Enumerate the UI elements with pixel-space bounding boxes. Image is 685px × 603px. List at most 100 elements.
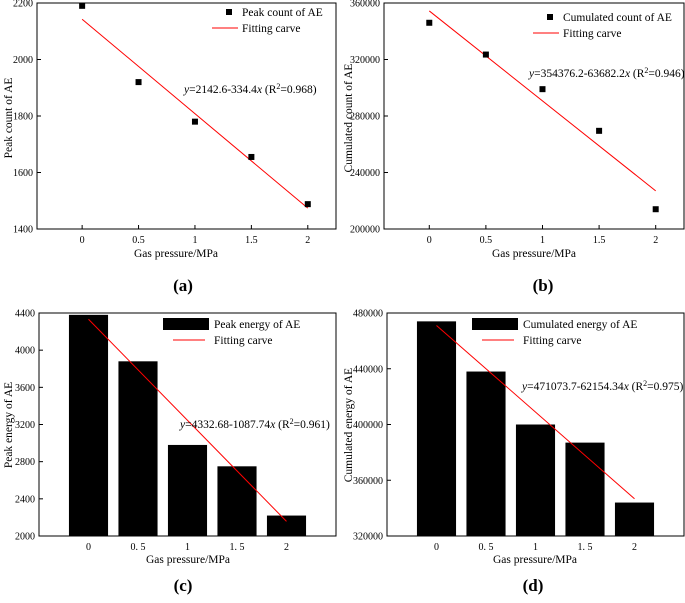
legend-marker <box>226 9 232 15</box>
x-tick-label: 0.5 <box>132 235 145 246</box>
x-tick-label: 2 <box>632 542 637 553</box>
x-tick-label: 1 <box>533 542 538 553</box>
y-tick-label: 280000 <box>350 112 380 123</box>
bar-1 <box>167 444 208 536</box>
y-tick-label: 4000 <box>15 346 35 357</box>
fit-line <box>81 18 309 209</box>
panel-label: (a) <box>173 276 193 295</box>
x-tick-label: 0. 5 <box>131 542 146 553</box>
legend-series-label: Cumulated count of AE <box>563 12 672 24</box>
panel-label: (d) <box>523 576 544 595</box>
x-axis-label: Gas pressure/MPa <box>146 554 230 566</box>
bar-1.5 <box>565 442 605 536</box>
data-point-2 <box>304 201 311 208</box>
chart-panel-1: 1400 1600 1800 2000 2200 0 0.5 1 1.5 2 Gas pressur… <box>3 0 337 295</box>
x-tick-label: 2 <box>284 542 289 553</box>
x-tick-label: 2 <box>305 235 310 246</box>
fit-line <box>428 10 657 192</box>
x-tick-label: 0 <box>434 542 439 553</box>
legend-fit-label: Fitting carve <box>523 335 581 347</box>
x-tick-label: 1. 5 <box>578 542 593 553</box>
data-point-0 <box>79 2 86 9</box>
y-tick-label: 320000 <box>353 532 383 543</box>
legend-bar-swatch <box>472 318 518 330</box>
x-tick-label: 0 <box>80 235 85 246</box>
fit-line <box>88 318 287 522</box>
panel-label: (c) <box>174 576 193 595</box>
legend-fit-label: Fitting carve <box>563 28 621 40</box>
y-tick-label: 2400 <box>15 494 35 505</box>
y-tick-label: 1400 <box>13 225 33 236</box>
y-axis-label: Peak energy of AE <box>3 382 15 468</box>
data-point-0.5 <box>482 51 489 58</box>
x-tick-label: 1 <box>540 235 545 246</box>
y-tick-label: 2200 <box>13 0 33 10</box>
y-tick-label: 200000 <box>350 225 380 236</box>
y-tick-label: 320000 <box>350 55 380 66</box>
bar-0.5 <box>466 371 506 536</box>
y-tick-label: 480000 <box>353 309 383 320</box>
y-tick-label: 360000 <box>353 476 383 487</box>
x-tick-label: 1.5 <box>593 235 606 246</box>
y-tick-label: 4400 <box>15 309 35 320</box>
y-axis-label: Cumulated count of AE <box>343 64 355 173</box>
legend-marker <box>547 14 553 20</box>
legend-fit-label: Fitting carve <box>242 23 300 35</box>
x-tick-label: 0. 5 <box>479 542 494 553</box>
bar-0 <box>68 314 109 536</box>
legend-series-label: Cumulated energy of AE <box>523 319 637 331</box>
fit-line <box>436 325 635 500</box>
data-point-1.5 <box>596 127 603 134</box>
panel-label: (b) <box>533 276 554 295</box>
x-tick-label: 0 <box>86 542 91 553</box>
bar-2 <box>266 515 307 536</box>
x-tick-label: 0.5 <box>480 235 493 246</box>
x-axis-label: Gas pressure/MPa <box>134 248 218 260</box>
y-tick-label: 1600 <box>13 168 33 179</box>
chart-panel-4: 320000 360000 400000 440000 480000 0 0. 5 1 1. 5… <box>343 309 685 595</box>
fit-equation: y=4332.68-1087.74x (R2=0.961) <box>179 417 330 432</box>
y-axis-label: Peak count of AE <box>3 78 15 159</box>
legend-series-label: Peak energy of AE <box>214 319 300 331</box>
x-tick-label: 2 <box>653 235 658 246</box>
bar-2 <box>614 502 655 536</box>
fit-equation: y=354376.2-63682.2x (R2=0.946) <box>528 66 685 81</box>
data-point-1.5 <box>248 153 255 160</box>
plot-frame <box>383 2 685 230</box>
y-tick-label: 360000 <box>350 0 380 10</box>
x-axis-label: Gas pressure/MPa <box>493 554 577 566</box>
data-point-1 <box>539 86 546 93</box>
x-tick-label: 1 <box>185 542 190 553</box>
y-tick-label: 3200 <box>15 420 35 431</box>
y-tick-label: 240000 <box>350 168 380 179</box>
y-tick-label: 440000 <box>353 364 383 375</box>
legend-series-label: Peak count of AE <box>242 7 323 19</box>
data-point-1 <box>191 118 198 125</box>
data-point-0.5 <box>135 79 142 86</box>
fit-equation: y=2142.6-334.4x (R2=0.968) <box>183 82 317 97</box>
bar-0 <box>416 321 457 536</box>
y-tick-label: 3600 <box>15 383 35 394</box>
bar-1 <box>515 424 556 536</box>
x-tick-label: 1.5 <box>245 235 258 246</box>
y-tick-label: 2000 <box>13 55 33 66</box>
y-axis-label: Cumulated energy of AE <box>343 368 355 482</box>
legend-bar-swatch <box>163 318 209 330</box>
data-point-2 <box>652 206 659 213</box>
x-axis-label: Gas pressure/MPa <box>492 248 576 260</box>
chart-panel-2: 200000 240000 280000 320000 360000 0 0.5 1 1.5 2 G… <box>343 0 685 295</box>
y-tick-label: 1800 <box>13 112 33 123</box>
y-tick-label: 2000 <box>15 532 35 543</box>
fit-equation: y=471073.7-62154.34x (R2=0.975) <box>521 379 684 394</box>
chart-panel-3: 2000 2400 2800 3200 3600 4000 4400 0 0. 5 1 1. 5 2 G… <box>3 309 337 595</box>
data-point-0 <box>426 19 433 26</box>
x-tick-label: 1. 5 <box>230 542 245 553</box>
plot-frame <box>36 2 337 230</box>
y-tick-label: 400000 <box>353 420 383 431</box>
legend-fit-label: Fitting carve <box>214 335 272 347</box>
bar-0.5 <box>118 361 158 536</box>
bar-1.5 <box>217 466 257 536</box>
y-tick-label: 2800 <box>15 457 35 468</box>
x-tick-label: 0 <box>427 235 432 246</box>
